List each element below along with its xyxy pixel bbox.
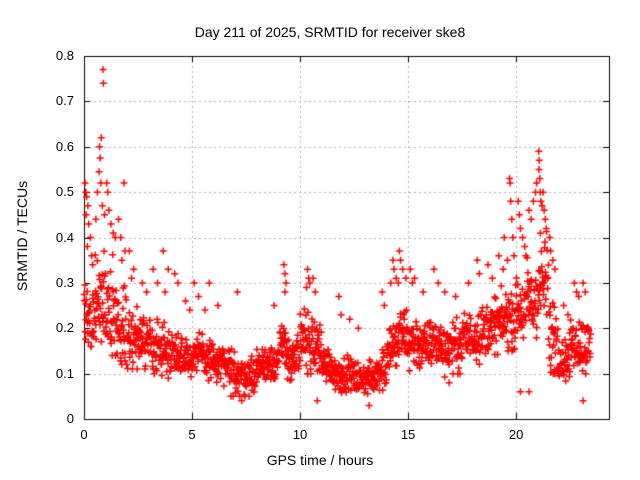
y-tick-label: 0.2 [55, 320, 74, 336]
x-tick-label: 0 [80, 427, 88, 442]
y-tick-label: 0.5 [55, 184, 74, 200]
chart-title: Day 211 of 2025, SRMTID for receiver ske… [194, 24, 466, 40]
x-tick-label: 10 [292, 427, 308, 442]
y-tick-label: 0.6 [55, 138, 74, 154]
y-tick-label: 0.7 [55, 93, 74, 109]
y-tick-label: 0.3 [55, 274, 74, 290]
y-tick-label: 0.1 [55, 365, 74, 381]
y-tick-label: 0.4 [55, 229, 74, 245]
x-tick-label: 5 [188, 427, 196, 442]
x-tick-label: 20 [508, 427, 524, 442]
y-tick-label: 0 [66, 411, 74, 426]
x-tick-label: 15 [400, 427, 416, 442]
y-axis-label: SRMTID / TECUs [14, 180, 30, 292]
x-axis-label: GPS time / hours [266, 452, 374, 468]
y-tick-label: 0.8 [55, 48, 74, 63]
